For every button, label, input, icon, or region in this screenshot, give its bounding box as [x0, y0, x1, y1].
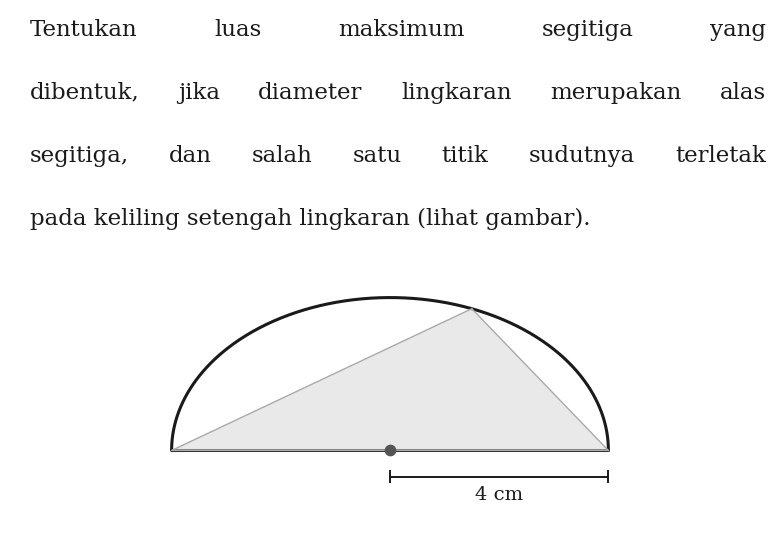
Text: sudutnya: sudutnya — [529, 145, 635, 167]
Text: diameter: diameter — [258, 82, 363, 104]
Text: lingkaran: lingkaran — [401, 82, 512, 104]
Text: segitiga: segitiga — [541, 19, 633, 41]
Text: terletak: terletak — [675, 145, 766, 167]
Text: alas: alas — [720, 82, 766, 104]
Text: 4 cm: 4 cm — [475, 486, 523, 505]
Text: luas: luas — [214, 19, 261, 41]
Text: yang: yang — [710, 19, 766, 41]
Text: segitiga,: segitiga, — [30, 145, 129, 167]
Point — [384, 446, 396, 455]
Text: dan: dan — [168, 145, 211, 167]
Text: Tentukan: Tentukan — [30, 19, 137, 41]
Text: dibentuk,: dibentuk, — [30, 82, 140, 104]
Text: merupakan: merupakan — [550, 82, 682, 104]
Polygon shape — [172, 308, 608, 450]
Text: maksimum: maksimum — [338, 19, 465, 41]
Text: titik: titik — [441, 145, 489, 167]
Text: pada keliling setengah lingkaran (lihat gambar).: pada keliling setengah lingkaran (lihat … — [30, 207, 590, 229]
Text: jika: jika — [178, 82, 220, 104]
Text: satu: satu — [353, 145, 402, 167]
Text: salah: salah — [252, 145, 313, 167]
